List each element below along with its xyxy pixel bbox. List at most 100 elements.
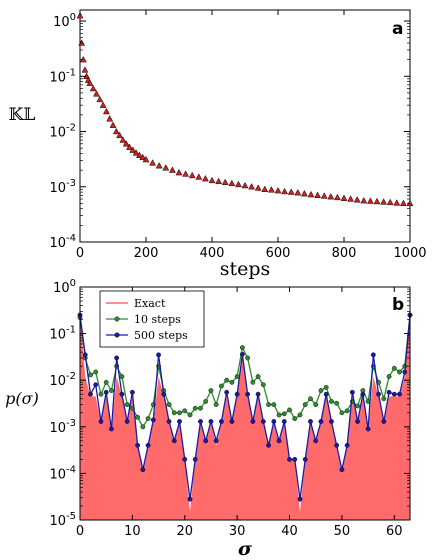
legend-label: 10 steps bbox=[134, 313, 181, 326]
data-point bbox=[203, 438, 209, 444]
data-point bbox=[339, 467, 345, 473]
legend-marker bbox=[114, 316, 120, 322]
data-point bbox=[132, 149, 140, 156]
data-point bbox=[109, 388, 114, 393]
data-point bbox=[381, 419, 387, 424]
data-point bbox=[329, 419, 334, 424]
data-point bbox=[124, 419, 130, 424]
data-point bbox=[208, 176, 216, 184]
data-point bbox=[302, 402, 308, 407]
data-point bbox=[370, 352, 376, 358]
data-point bbox=[198, 405, 203, 411]
panel-a-plot-area bbox=[79, 9, 411, 243]
data-point bbox=[250, 419, 256, 424]
data-point bbox=[187, 496, 193, 502]
panel-a-ylabel: 𝕂𝕃 bbox=[9, 105, 36, 125]
data-point bbox=[318, 419, 324, 424]
x-tick-label: 40 bbox=[281, 524, 298, 539]
data-point bbox=[112, 127, 120, 135]
data-point bbox=[89, 84, 97, 92]
x-tick-label: 60 bbox=[386, 524, 403, 539]
data-point bbox=[103, 379, 109, 385]
panel-a-points bbox=[76, 11, 414, 207]
data-point bbox=[213, 402, 219, 407]
data-point bbox=[229, 379, 235, 385]
x-tick-label: 10 bbox=[124, 524, 141, 539]
data-point bbox=[171, 410, 177, 416]
y-tick-label: 10-5 bbox=[49, 511, 76, 529]
data-point bbox=[360, 196, 368, 204]
x-tick-label: 600 bbox=[266, 246, 291, 261]
data-point bbox=[168, 166, 176, 173]
panel-b-lines bbox=[77, 312, 413, 502]
data-point bbox=[93, 382, 99, 388]
data-point bbox=[386, 374, 392, 379]
data-point bbox=[177, 410, 182, 416]
data-point bbox=[323, 385, 329, 390]
data-point bbox=[166, 402, 172, 407]
data-point bbox=[255, 374, 261, 379]
data-point bbox=[135, 442, 141, 448]
panel-b-y-ticks: 10-5 10-4 10-3 10-2 10-1 100 bbox=[49, 278, 411, 529]
y-tick-label: 10-3 bbox=[49, 418, 76, 436]
x-tick-label: 30 bbox=[229, 524, 246, 539]
data-point bbox=[399, 199, 407, 207]
data-point bbox=[261, 185, 269, 192]
data-point bbox=[386, 198, 394, 206]
series-line bbox=[79, 314, 411, 500]
data-point bbox=[203, 399, 209, 404]
data-point bbox=[149, 159, 157, 166]
data-point bbox=[86, 79, 94, 86]
data-point bbox=[297, 412, 303, 418]
data-point bbox=[406, 199, 414, 207]
data-point bbox=[239, 345, 245, 351]
data-point bbox=[386, 389, 392, 395]
data-point bbox=[195, 173, 203, 180]
data-point bbox=[114, 355, 120, 361]
panel-a-x-ticks: 0 200 400 600 800 1000 bbox=[76, 10, 427, 261]
data-point bbox=[229, 419, 235, 424]
data-point bbox=[109, 121, 117, 128]
legend-label: Exact bbox=[134, 297, 166, 310]
data-point bbox=[166, 419, 172, 424]
data-point bbox=[266, 442, 271, 448]
data-point bbox=[255, 391, 261, 397]
data-point bbox=[266, 402, 271, 407]
data-point bbox=[162, 164, 170, 171]
data-point bbox=[221, 178, 229, 186]
data-point bbox=[188, 171, 196, 179]
data-point bbox=[156, 352, 161, 358]
data-point bbox=[139, 153, 147, 161]
data-point bbox=[376, 391, 381, 397]
data-point bbox=[135, 414, 141, 420]
data-point bbox=[119, 374, 125, 379]
data-point bbox=[344, 442, 350, 448]
data-point bbox=[182, 170, 190, 177]
data-point bbox=[219, 419, 224, 424]
data-point bbox=[192, 456, 198, 462]
data-point bbox=[260, 382, 266, 388]
y-tick-label: 100 bbox=[53, 12, 76, 30]
data-point bbox=[294, 188, 302, 196]
legend-marker bbox=[114, 332, 120, 338]
data-point bbox=[323, 391, 329, 397]
data-point bbox=[327, 193, 335, 200]
data-point bbox=[250, 379, 256, 385]
data-point bbox=[129, 389, 135, 395]
y-tick-label: 10-4 bbox=[49, 233, 76, 251]
legend-label: 500 steps bbox=[134, 329, 188, 342]
data-point bbox=[381, 396, 387, 402]
data-point bbox=[349, 389, 355, 395]
data-point bbox=[142, 155, 150, 163]
data-point bbox=[334, 442, 340, 448]
data-point bbox=[287, 407, 292, 413]
data-point bbox=[116, 131, 124, 139]
data-point bbox=[126, 143, 133, 150]
data-point bbox=[281, 419, 287, 424]
data-point bbox=[98, 391, 104, 397]
data-point bbox=[241, 181, 249, 189]
y-tick-label: 10-1 bbox=[49, 325, 76, 343]
data-point bbox=[155, 162, 163, 169]
data-point bbox=[78, 39, 86, 46]
